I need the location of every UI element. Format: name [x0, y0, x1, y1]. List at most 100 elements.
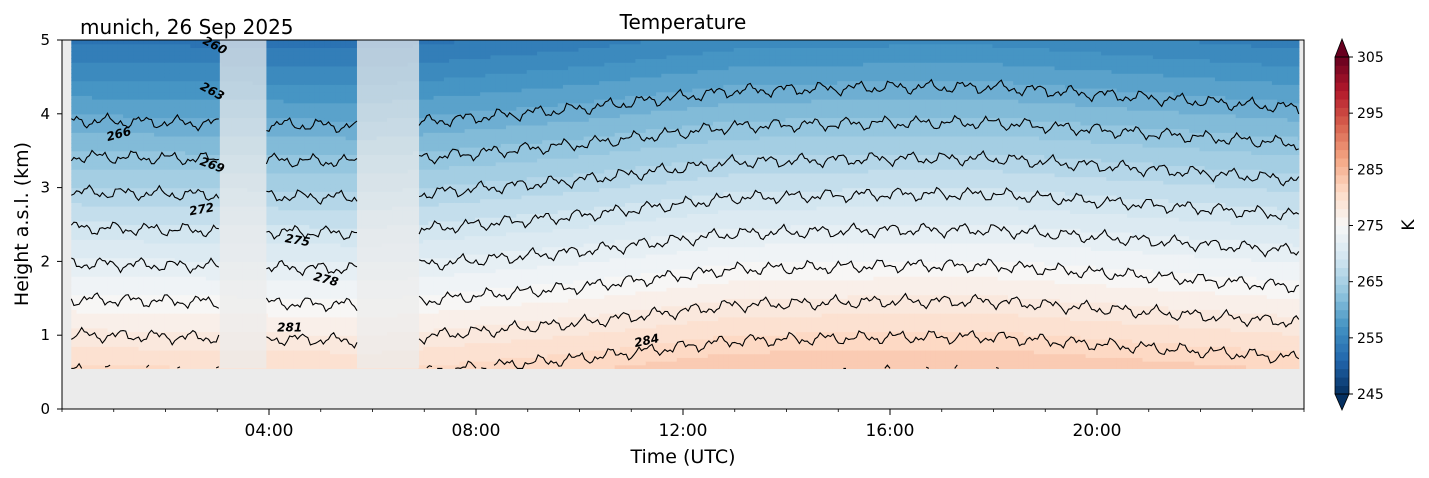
heatmap-cell	[200, 128, 207, 133]
heatmap-cell	[211, 279, 217, 285]
heatmap-cell	[71, 58, 78, 63]
heatmap-cell	[123, 121, 129, 126]
heatmap-cell	[319, 128, 326, 133]
heatmap-cell	[283, 58, 290, 63]
heatmap-cell	[350, 84, 357, 89]
heatmap-cell	[195, 95, 202, 100]
heatmap-cell	[330, 231, 336, 237]
heatmap-cell	[319, 313, 326, 318]
heatmap-cell	[340, 54, 347, 60]
heatmap-cell	[185, 158, 191, 163]
heatmap-cell	[76, 202, 83, 207]
heatmap-cell	[92, 194, 98, 200]
heatmap-cell	[273, 294, 279, 299]
heatmap-cell	[159, 327, 166, 333]
heatmap-cell	[314, 87, 321, 93]
heatmap-cell	[195, 346, 202, 351]
heatmap-cell	[117, 206, 124, 211]
heatmap-cell	[340, 242, 347, 248]
heatmap-cell	[299, 239, 305, 244]
heatmap-cell	[195, 279, 202, 285]
heatmap-cell	[288, 246, 295, 251]
heatmap-cell	[319, 91, 326, 96]
heatmap-cell	[288, 84, 295, 89]
heatmap-cell	[267, 357, 274, 362]
heatmap-cell	[350, 346, 357, 351]
heatmap-cell	[324, 209, 331, 215]
heatmap-cell	[283, 84, 290, 89]
heatmap-cell	[143, 342, 150, 347]
heatmap-cell	[293, 187, 300, 192]
heatmap-cell	[304, 331, 310, 336]
heatmap-cell	[133, 87, 140, 93]
heatmap-cell	[314, 43, 321, 48]
heatmap-cell	[164, 147, 171, 152]
heatmap-cell	[159, 342, 166, 347]
heatmap-cell	[92, 73, 98, 78]
heatmap-cell	[128, 313, 135, 318]
heatmap-cell	[112, 202, 119, 207]
heatmap-cell	[299, 176, 305, 181]
heatmap-cell	[288, 206, 295, 211]
heatmap-cell	[299, 147, 305, 152]
heatmap-cell	[123, 69, 129, 74]
heatmap-cell	[71, 172, 78, 178]
heatmap-cell	[309, 113, 316, 119]
heatmap-cell	[138, 51, 145, 56]
heatmap-cell	[350, 169, 357, 174]
heatmap-cell	[299, 161, 305, 167]
heatmap-cell	[128, 279, 135, 285]
heatmap-cell	[299, 143, 305, 148]
heatmap-cell	[267, 361, 274, 366]
heatmap-cell	[293, 349, 300, 355]
heatmap-cell	[205, 235, 212, 240]
heatmap-cell	[319, 124, 326, 130]
heatmap-cell	[309, 327, 316, 333]
heatmap-cell	[319, 268, 326, 274]
heatmap-cell	[97, 228, 103, 233]
heatmap-cell	[179, 51, 186, 56]
heatmap-cell	[128, 135, 135, 141]
heatmap-cell	[138, 283, 145, 288]
heatmap-cell	[71, 158, 78, 163]
heatmap-cell	[174, 40, 181, 45]
heatmap-cell	[117, 198, 124, 203]
heatmap-cell	[350, 51, 357, 56]
heatmap-cell	[143, 121, 150, 126]
heatmap-cell	[138, 80, 145, 85]
heatmap-cell	[112, 313, 119, 318]
heatmap-cell	[143, 73, 150, 78]
heatmap-cell	[324, 231, 331, 237]
heatmap-cell	[299, 235, 305, 240]
heatmap-cell	[211, 268, 217, 274]
heatmap-cell	[335, 361, 342, 366]
heatmap-cell	[335, 353, 342, 358]
heatmap-cell	[216, 150, 222, 155]
heatmap-cell	[190, 338, 197, 344]
heatmap-cell	[164, 206, 171, 211]
heatmap-cell	[267, 316, 274, 322]
heatmap-cell	[345, 176, 352, 181]
heatmap-cell	[299, 242, 305, 248]
heatmap-cell	[185, 239, 191, 244]
heatmap-cell	[159, 357, 166, 362]
heatmap-cell	[97, 349, 103, 355]
heatmap-cell	[304, 342, 310, 347]
heatmap-cell	[185, 331, 191, 336]
heatmap-cell	[211, 206, 217, 211]
heatmap-cell	[169, 353, 176, 358]
heatmap-cell	[174, 121, 181, 126]
heatmap-cell	[148, 139, 155, 144]
heatmap-cell	[330, 327, 336, 333]
heatmap-cell	[293, 206, 300, 211]
heatmap-cell	[335, 73, 342, 78]
heatmap-cell	[138, 113, 145, 119]
heatmap-cell	[92, 309, 98, 314]
heatmap-cell	[216, 338, 222, 344]
heatmap-cell	[117, 165, 124, 170]
heatmap-cell	[350, 313, 357, 318]
heatmap-cell	[345, 80, 352, 85]
heatmap-cell	[283, 132, 290, 137]
heatmap-cell	[205, 202, 212, 207]
heatmap-cell	[143, 99, 150, 104]
